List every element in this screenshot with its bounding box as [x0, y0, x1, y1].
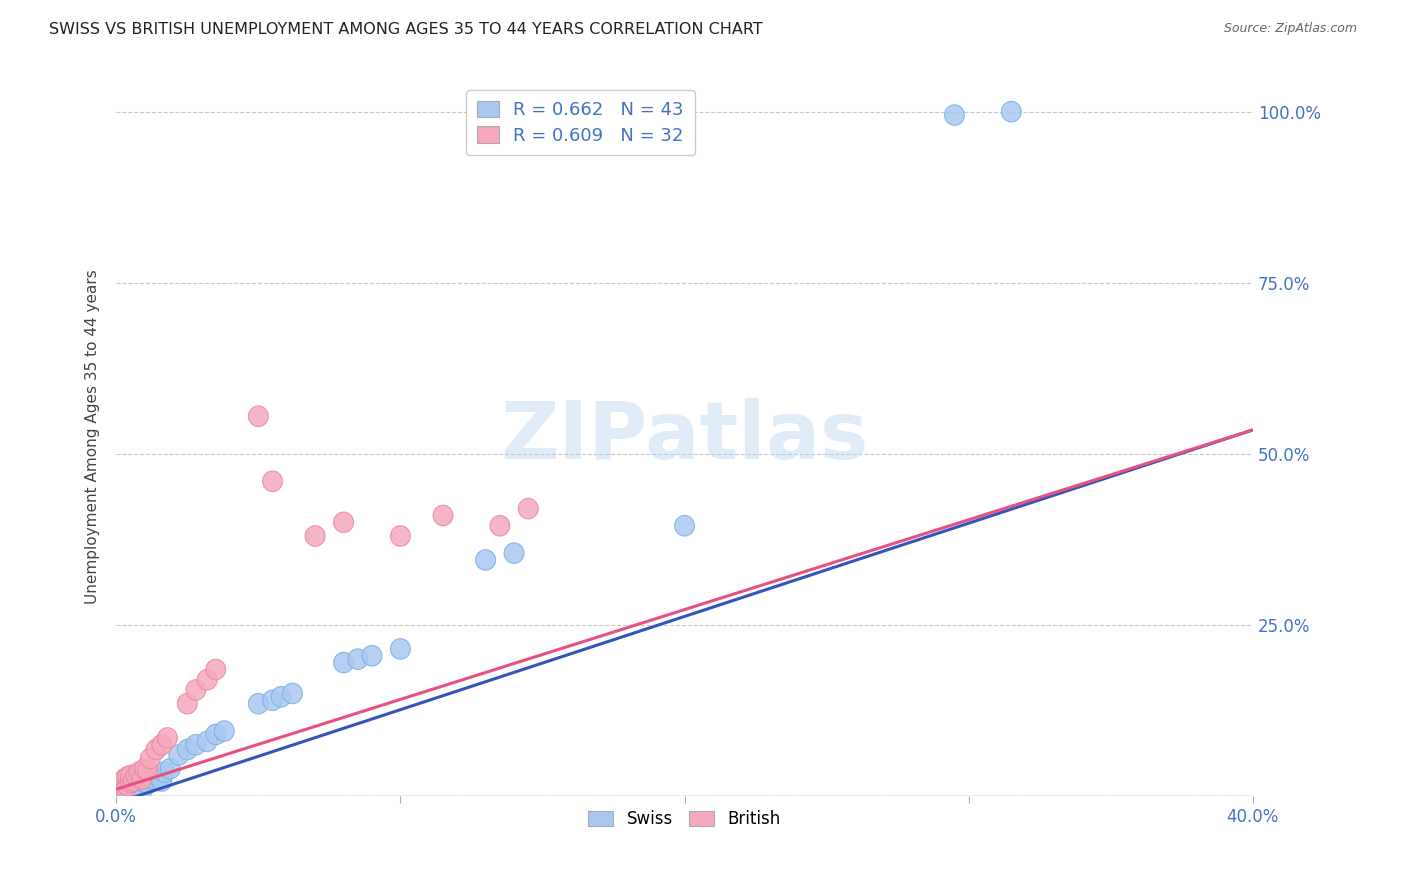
- Ellipse shape: [157, 728, 177, 748]
- Ellipse shape: [271, 687, 291, 707]
- Ellipse shape: [135, 758, 155, 779]
- Ellipse shape: [127, 765, 146, 786]
- Ellipse shape: [433, 505, 453, 525]
- Ellipse shape: [124, 778, 143, 798]
- Ellipse shape: [205, 659, 226, 680]
- Ellipse shape: [135, 769, 155, 789]
- Ellipse shape: [152, 771, 172, 791]
- Ellipse shape: [177, 739, 197, 760]
- Ellipse shape: [155, 762, 174, 782]
- Ellipse shape: [112, 778, 132, 798]
- Ellipse shape: [115, 769, 135, 789]
- Ellipse shape: [115, 778, 135, 798]
- Ellipse shape: [519, 499, 538, 519]
- Ellipse shape: [146, 739, 166, 760]
- Ellipse shape: [143, 769, 163, 789]
- Ellipse shape: [205, 724, 226, 745]
- Text: ZIPatlas: ZIPatlas: [501, 398, 869, 475]
- Ellipse shape: [197, 731, 217, 752]
- Ellipse shape: [121, 772, 141, 793]
- Ellipse shape: [132, 780, 152, 801]
- Text: Source: ZipAtlas.com: Source: ZipAtlas.com: [1223, 22, 1357, 36]
- Ellipse shape: [169, 745, 188, 765]
- Ellipse shape: [263, 690, 283, 711]
- Ellipse shape: [115, 775, 135, 796]
- Ellipse shape: [118, 775, 138, 796]
- Ellipse shape: [110, 779, 129, 799]
- Ellipse shape: [263, 471, 283, 491]
- Ellipse shape: [141, 748, 160, 769]
- Ellipse shape: [214, 721, 235, 741]
- Ellipse shape: [129, 779, 149, 799]
- Ellipse shape: [945, 105, 965, 126]
- Ellipse shape: [118, 779, 138, 799]
- Legend: Swiss, British: Swiss, British: [582, 803, 787, 835]
- Y-axis label: Unemployment Among Ages 35 to 44 years: Unemployment Among Ages 35 to 44 years: [86, 269, 100, 604]
- Ellipse shape: [475, 549, 495, 570]
- Ellipse shape: [177, 693, 197, 714]
- Ellipse shape: [124, 782, 143, 803]
- Ellipse shape: [110, 773, 129, 794]
- Ellipse shape: [121, 765, 141, 786]
- Ellipse shape: [249, 406, 269, 426]
- Ellipse shape: [186, 734, 205, 755]
- Ellipse shape: [391, 525, 411, 546]
- Ellipse shape: [489, 516, 510, 536]
- Ellipse shape: [129, 762, 149, 782]
- Ellipse shape: [283, 683, 302, 704]
- Text: SWISS VS BRITISH UNEMPLOYMENT AMONG AGES 35 TO 44 YEARS CORRELATION CHART: SWISS VS BRITISH UNEMPLOYMENT AMONG AGES…: [49, 22, 763, 37]
- Ellipse shape: [347, 649, 368, 670]
- Ellipse shape: [249, 693, 269, 714]
- Ellipse shape: [363, 646, 382, 666]
- Ellipse shape: [132, 769, 152, 789]
- Ellipse shape: [112, 780, 132, 801]
- Ellipse shape: [115, 781, 135, 802]
- Ellipse shape: [305, 525, 325, 546]
- Ellipse shape: [127, 775, 146, 796]
- Ellipse shape: [333, 652, 353, 673]
- Ellipse shape: [112, 780, 132, 801]
- Ellipse shape: [675, 516, 695, 536]
- Ellipse shape: [121, 780, 141, 801]
- Ellipse shape: [391, 639, 411, 659]
- Ellipse shape: [141, 765, 160, 786]
- Ellipse shape: [112, 772, 132, 793]
- Ellipse shape: [160, 758, 180, 779]
- Ellipse shape: [149, 766, 169, 788]
- Ellipse shape: [132, 771, 152, 791]
- Ellipse shape: [124, 771, 143, 791]
- Ellipse shape: [1001, 102, 1021, 122]
- Ellipse shape: [121, 772, 141, 793]
- Ellipse shape: [197, 670, 217, 690]
- Ellipse shape: [118, 773, 138, 794]
- Ellipse shape: [333, 512, 353, 533]
- Ellipse shape: [110, 782, 129, 803]
- Ellipse shape: [152, 734, 172, 755]
- Ellipse shape: [186, 680, 205, 700]
- Ellipse shape: [118, 766, 138, 788]
- Ellipse shape: [138, 760, 157, 780]
- Ellipse shape: [129, 772, 149, 793]
- Ellipse shape: [138, 773, 157, 794]
- Ellipse shape: [505, 543, 524, 564]
